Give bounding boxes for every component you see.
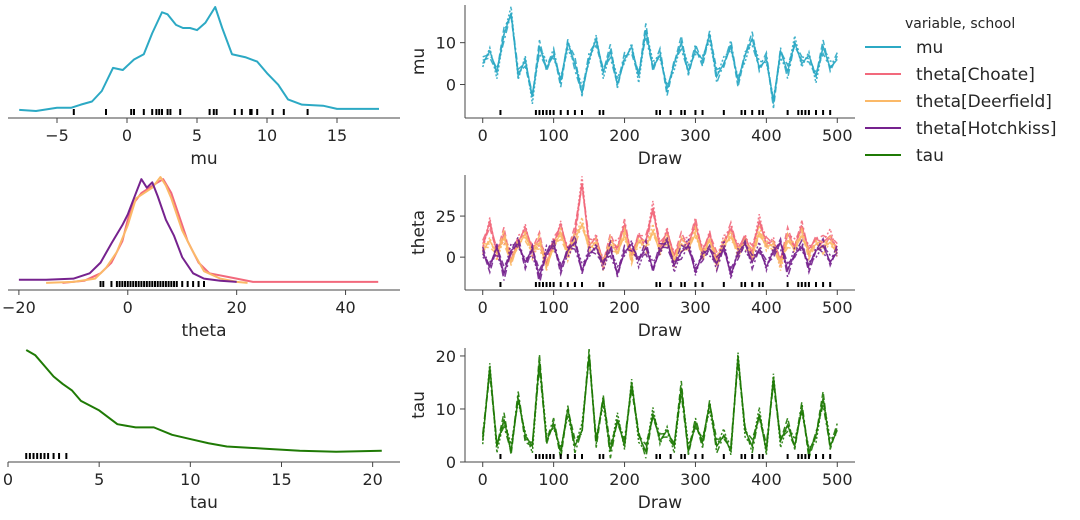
x-tick-label: 0: [3, 470, 13, 489]
legend-entry: theta[Choate]: [916, 65, 1035, 85]
x-tick-label: 0: [478, 298, 488, 317]
x-tick-label: 100: [538, 470, 569, 489]
legend-entry: tau: [916, 146, 944, 166]
x-tick-label: 200: [609, 126, 640, 145]
x-tick-label: 300: [680, 126, 711, 145]
x-tick-label: 15: [327, 126, 347, 145]
y-tick-label: 10: [436, 400, 456, 419]
trace-line-tau-chain-3: [481, 349, 838, 459]
x-axis-label: mu: [190, 149, 217, 169]
y-axis-label: theta: [409, 210, 429, 255]
legend-entry: theta[Hotchkiss]: [916, 119, 1057, 139]
x-tick-label: 500: [822, 470, 853, 489]
trace-line-theta-Hotchkiss--chain-2: [482, 234, 838, 280]
y-tick-label: 20: [436, 347, 456, 366]
x-tick-label: 40: [335, 298, 355, 317]
y-axis-label: tau: [409, 391, 429, 419]
trace-line-theta-Hotchkiss--chain-3: [482, 235, 838, 284]
trace-line-theta-Deerfield--chain-3: [482, 222, 838, 272]
x-tick-label: 0: [478, 126, 488, 145]
x-tick-label: 400: [751, 298, 782, 317]
kde-panel-tau: 0 5 10 15 20 tau: [3, 349, 400, 513]
x-tick-label: 15: [271, 470, 291, 489]
x-tick-label: 5: [94, 470, 104, 489]
trace-panel-tau: 0 100 200 300 400 500 0 10 20 Draw tau: [409, 347, 855, 513]
trace-line-theta-Hotchkiss--chain-1: [482, 233, 838, 278]
y-tick-label: 10: [436, 34, 456, 53]
x-tick-label: 400: [751, 470, 782, 489]
x-tick-label: 10: [180, 470, 200, 489]
trace-panel-theta: 0 100 200 300 400 500 0 25 Draw theta: [409, 175, 855, 341]
y-tick-label: 0: [446, 453, 456, 472]
x-tick-label: 20: [226, 298, 246, 317]
x-axis-label: Draw: [638, 149, 682, 169]
trace-line-tau-chain-1: [481, 352, 838, 459]
x-tick-label: 500: [822, 126, 853, 145]
legend-entry: theta[Deerfield]: [916, 92, 1052, 112]
x-axis-label: theta: [182, 321, 227, 341]
x-tick-label: 200: [609, 298, 640, 317]
legend-entry: mu: [916, 38, 943, 58]
x-axis-label: Draw: [638, 493, 682, 513]
legend: variable, school mu theta[Choate] theta[Dee…: [865, 16, 1057, 166]
kde-panel-theta: −20 0 20 40 theta: [2, 176, 400, 341]
trace-line-mu-chain-3: [482, 13, 838, 105]
trace-panel-mu: 0 100 200 300 400 500 0 10 Draw mu: [409, 5, 855, 169]
x-tick-label: 10: [257, 126, 277, 145]
y-tick-label: 25: [436, 207, 456, 226]
x-tick-label: 300: [680, 298, 711, 317]
y-axis-label: mu: [409, 48, 429, 75]
kde-line-theta-Hotchkiss-: [18, 178, 237, 283]
x-tick-label: 100: [538, 298, 569, 317]
x-tick-label: 200: [609, 470, 640, 489]
legend-title: variable, school: [905, 16, 1015, 32]
kde-line-theta-Deerfield-: [46, 176, 248, 284]
x-tick-label: 0: [122, 126, 132, 145]
kde-line-mu: [19, 6, 379, 112]
x-tick-label: −5: [45, 126, 69, 145]
kde-panel-mu: −5 0 5 10 15 mu: [8, 6, 400, 169]
trace-line-tau-chain-2: [481, 352, 838, 456]
x-tick-label: 100: [538, 126, 569, 145]
kde-line-theta-Choate-: [62, 178, 379, 284]
kde-line-tau: [25, 349, 382, 453]
x-axis-label: Draw: [638, 321, 682, 341]
x-tick-label: 500: [822, 298, 853, 317]
x-tick-label: 20: [362, 470, 382, 489]
x-tick-label: 400: [751, 126, 782, 145]
y-tick-label: 0: [446, 248, 456, 267]
x-tick-label: 5: [192, 126, 202, 145]
x-tick-label: 0: [123, 298, 133, 317]
x-axis-label: tau: [190, 493, 218, 513]
x-tick-label: −20: [2, 298, 36, 317]
x-tick-label: 300: [680, 470, 711, 489]
x-tick-label: 0: [478, 470, 488, 489]
y-tick-label: 0: [446, 76, 456, 95]
trace-line-theta-Deerfield--chain-2: [482, 214, 838, 271]
